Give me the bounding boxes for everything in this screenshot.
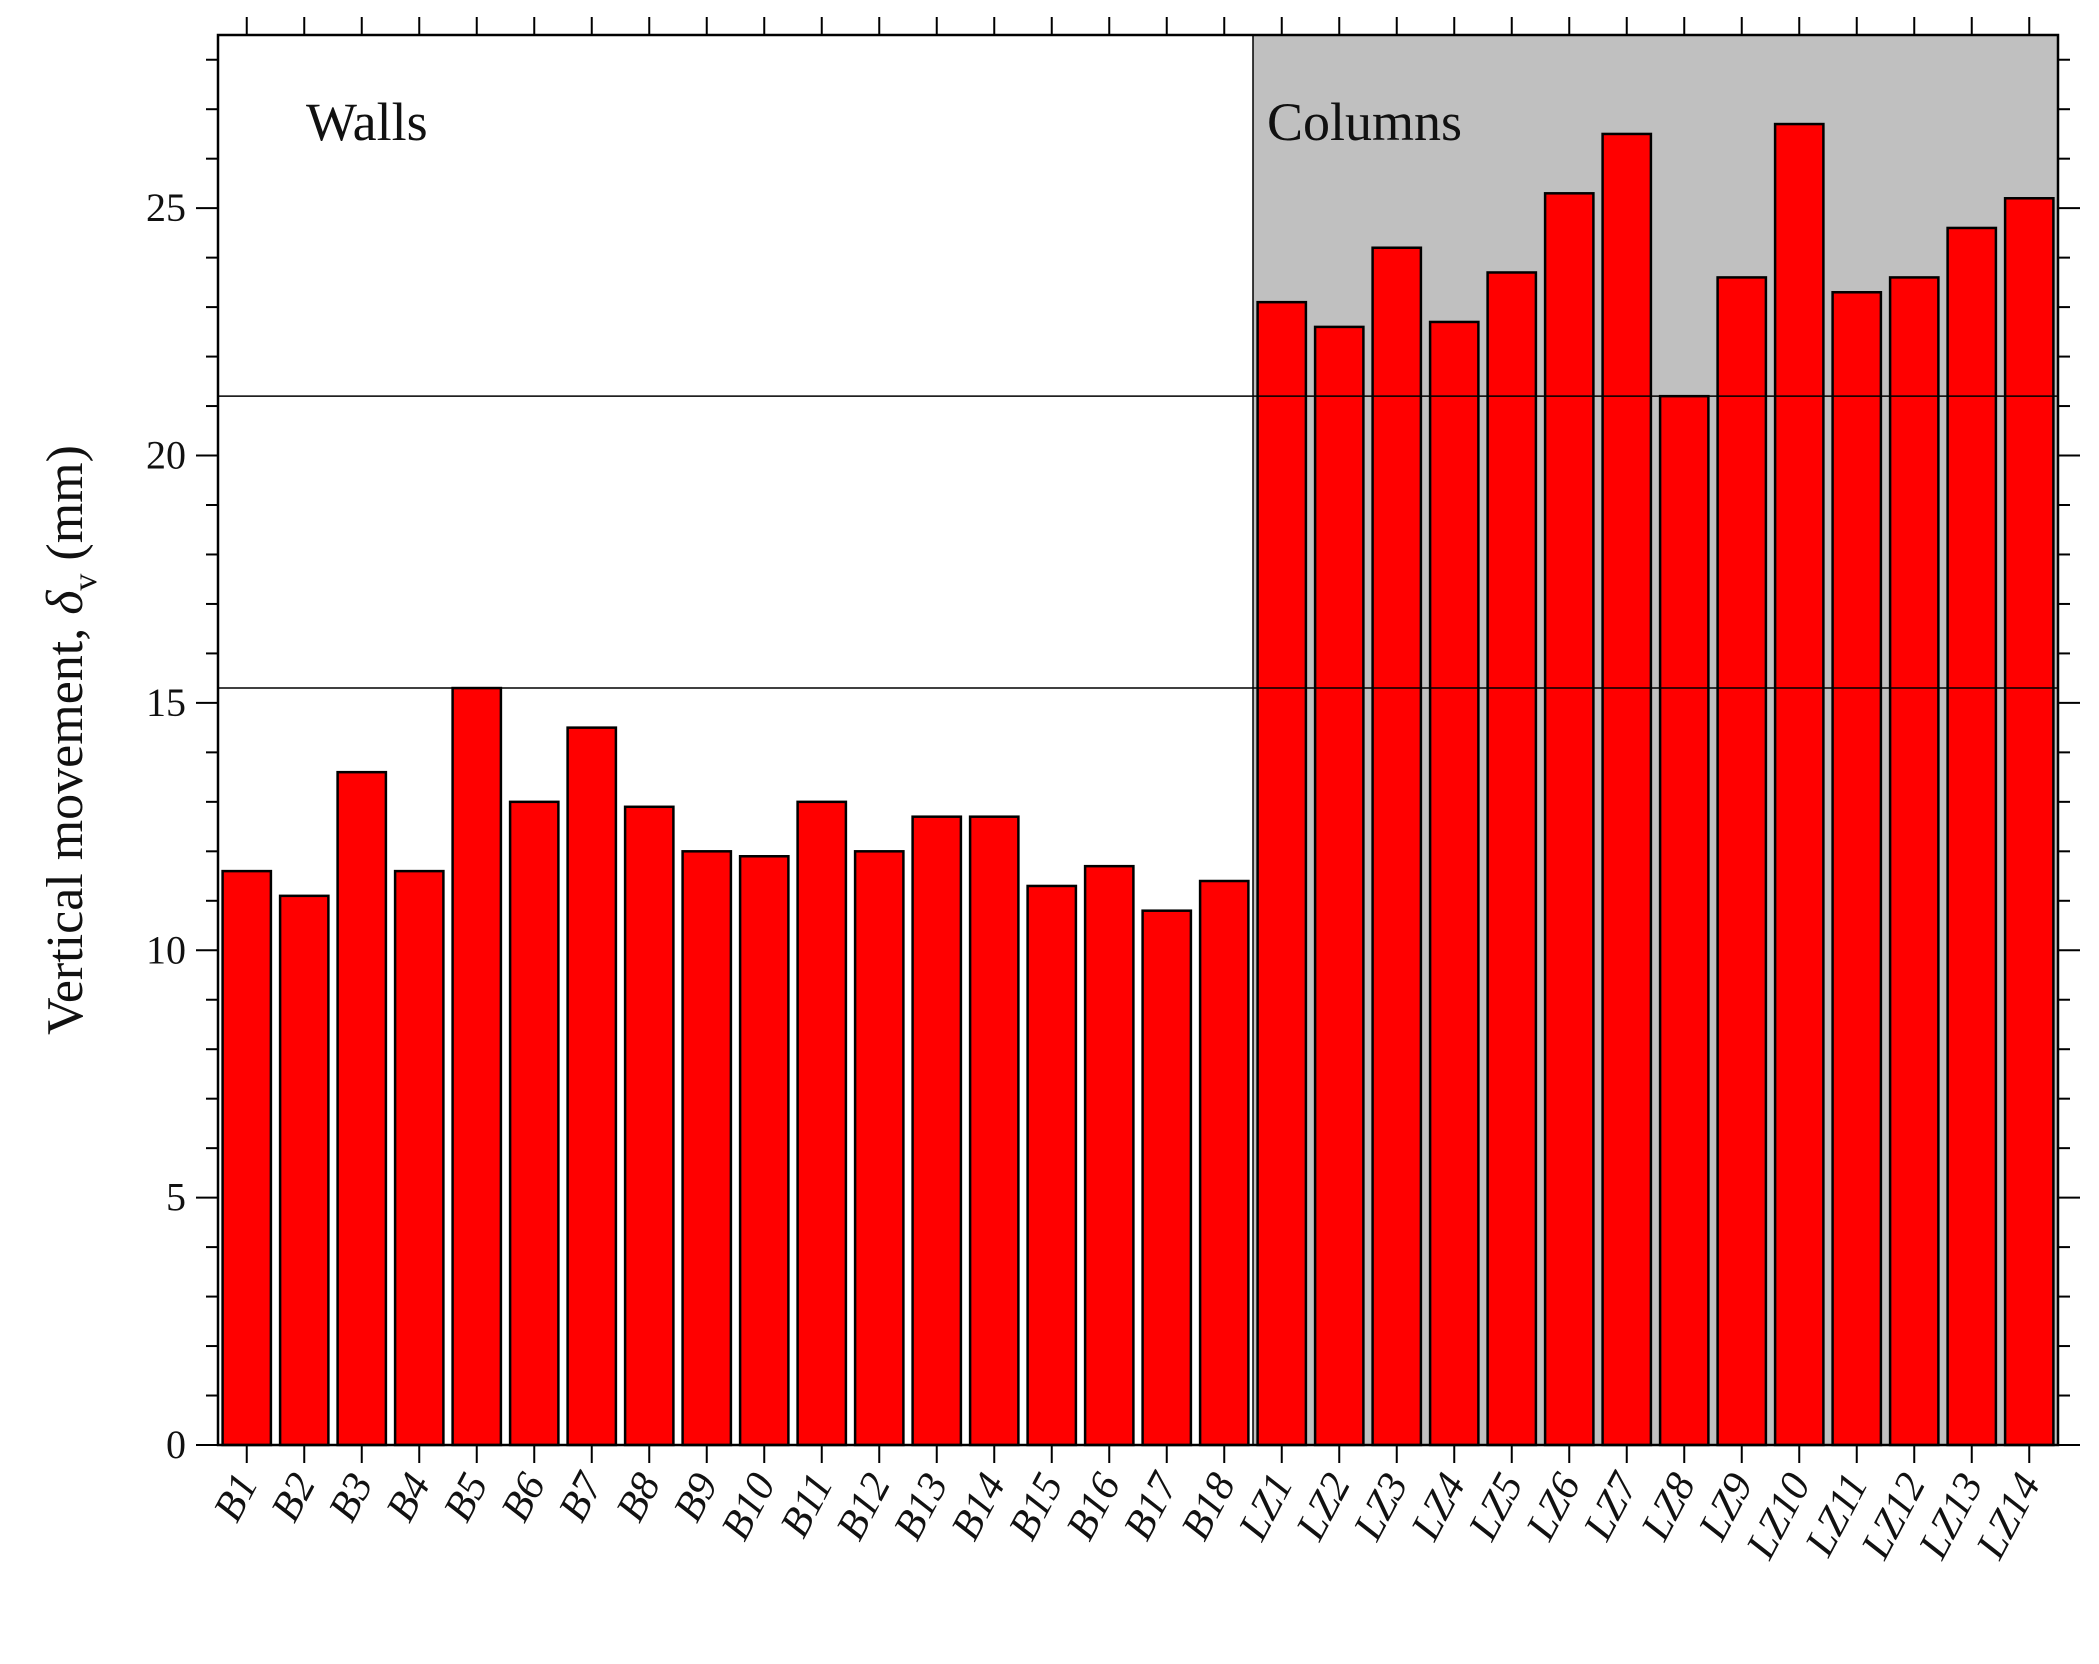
x-tick-label: LZ7 xyxy=(1575,1464,1649,1548)
x-tick-label: B1 xyxy=(205,1466,268,1529)
x-tick-label: B13 xyxy=(885,1466,957,1547)
bar-b11 xyxy=(796,800,848,1447)
x-tick-label: B12 xyxy=(828,1466,900,1547)
x-tick-label: LZ1 xyxy=(1230,1466,1303,1548)
bar-lz4 xyxy=(1428,320,1480,1447)
region-label-columns: Columns xyxy=(1267,92,1462,152)
bar-lz12 xyxy=(1888,276,1940,1447)
bar-b1 xyxy=(221,869,273,1447)
x-tick-label: B18 xyxy=(1173,1466,1245,1547)
plot-frame xyxy=(216,33,2060,1447)
bar-b10 xyxy=(738,855,790,1447)
x-tick-label: B5 xyxy=(435,1466,498,1529)
bar-b13 xyxy=(911,815,963,1447)
bar-b6 xyxy=(508,800,560,1447)
region-label-walls: Walls xyxy=(306,92,428,152)
bar-lz5 xyxy=(1486,271,1538,1447)
x-tick-label: B6 xyxy=(493,1466,556,1529)
bar-lz14 xyxy=(2003,197,2055,1447)
bar-b17 xyxy=(1141,909,1193,1447)
bar-b3 xyxy=(336,770,388,1447)
reference-lines-layer xyxy=(218,395,2058,689)
x-tick-label: B10 xyxy=(713,1466,785,1547)
bar-lz8 xyxy=(1658,394,1710,1447)
bar-lz2 xyxy=(1313,325,1365,1447)
y-tick-label: 0 xyxy=(166,1422,186,1467)
x-tick-label: B16 xyxy=(1058,1466,1130,1547)
bar-b15 xyxy=(1026,884,1078,1447)
x-tick-label: LZ3 xyxy=(1345,1466,1418,1548)
x-tick-label: B2 xyxy=(263,1466,326,1529)
x-tick-label: LZ2 xyxy=(1287,1466,1360,1548)
bar-b9 xyxy=(681,850,733,1447)
x-tick-label: B11 xyxy=(772,1466,843,1545)
y-tick-label: 10 xyxy=(146,927,186,972)
y-axis-title: Vertical movement, δv (mm) xyxy=(37,445,104,1035)
bar-b18 xyxy=(1198,879,1250,1447)
x-tick-label: LZ4 xyxy=(1402,1466,1475,1548)
axes-layer xyxy=(196,17,2080,1463)
x-tick-label: B15 xyxy=(1000,1466,1072,1547)
x-tick-label: LZ5 xyxy=(1460,1466,1533,1548)
bar-lz11 xyxy=(1831,291,1883,1447)
y-tick-label: 20 xyxy=(146,433,186,478)
bar-lz13 xyxy=(1946,226,1998,1447)
x-tick-label: B8 xyxy=(608,1466,671,1529)
x-tick-label: B14 xyxy=(943,1466,1015,1547)
x-tick-label: B7 xyxy=(550,1464,613,1529)
bar-b5 xyxy=(451,686,503,1447)
bar-b7 xyxy=(566,726,618,1447)
bar-b12 xyxy=(853,850,905,1447)
bar-b8 xyxy=(623,805,675,1447)
bars-layer xyxy=(221,122,2055,1447)
x-tick-label: LZ8 xyxy=(1632,1466,1705,1548)
x-tick-label: B17 xyxy=(1115,1464,1188,1547)
bar-lz1 xyxy=(1256,300,1308,1447)
bar-b4 xyxy=(393,869,445,1447)
x-tick-label: B3 xyxy=(320,1466,383,1529)
y-tick-label: 25 xyxy=(146,185,186,230)
bar-lz10 xyxy=(1773,122,1825,1447)
bar-b2 xyxy=(278,894,330,1447)
x-tick-label: B4 xyxy=(378,1466,441,1529)
bar-b14 xyxy=(968,815,1020,1447)
y-tick-label: 5 xyxy=(166,1175,186,1220)
bar-lz9 xyxy=(1716,276,1768,1447)
x-tick-label: LZ6 xyxy=(1517,1466,1590,1548)
bar-lz3 xyxy=(1371,246,1423,1447)
bar-lz7 xyxy=(1601,132,1653,1447)
bar-b16 xyxy=(1083,864,1135,1447)
y-tick-label: 15 xyxy=(146,680,186,725)
bar-lz6 xyxy=(1543,192,1595,1447)
